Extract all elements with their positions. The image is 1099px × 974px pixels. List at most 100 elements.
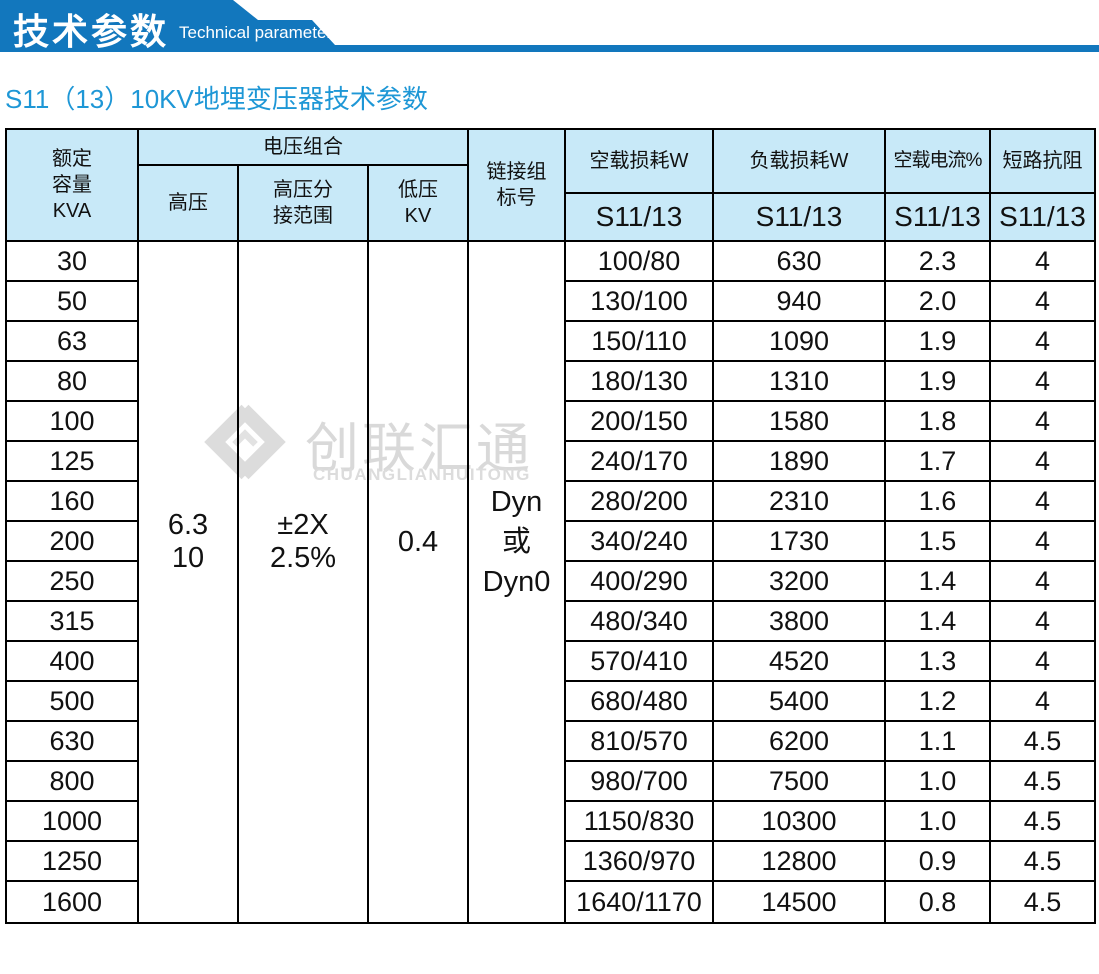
merged-cell-vector-value: Dyn 或 Dyn0 xyxy=(469,242,566,922)
header-impedance: 短路抗阻 xyxy=(991,130,1094,194)
cell-no-load-loss: 1640/1170 xyxy=(566,882,714,922)
cell-no-load-current: 1.4 xyxy=(886,562,991,602)
cell-no-load-loss: 180/130 xyxy=(566,362,714,402)
cell-load-loss: 1730 xyxy=(714,522,886,562)
cell-no-load-current: 2.0 xyxy=(886,282,991,322)
cell-load-loss: 7500 xyxy=(714,762,886,802)
merged-cell-lv-value: 0.4 xyxy=(369,242,469,922)
cell-impedance: 4 xyxy=(991,682,1094,722)
header-banner: 技术参数 Technical parameter xyxy=(0,0,1099,52)
cell-impedance: 4.5 xyxy=(991,842,1094,882)
header-no-load-loss: 空载损耗W xyxy=(566,130,714,194)
merged-line: ±2X xyxy=(277,509,329,541)
merged-cell-tap-range-value: ±2X 2.5% xyxy=(239,242,369,922)
merged-line: 6.3 xyxy=(167,509,209,541)
cell-no-load-current: 1.8 xyxy=(886,402,991,442)
cell-no-load-current: 2.3 xyxy=(886,242,991,282)
header-line: KV xyxy=(404,205,432,227)
cell-load-loss: 1890 xyxy=(714,442,886,482)
cell-rated-capacity: 250 xyxy=(7,562,139,602)
cell-impedance: 4 xyxy=(991,642,1094,682)
cell-no-load-loss: 1360/970 xyxy=(566,842,714,882)
banner-title: 技术参数 xyxy=(13,11,170,52)
cell-load-loss: 3800 xyxy=(714,602,886,642)
cell-load-loss: 2310 xyxy=(714,482,886,522)
cell-impedance: 4.5 xyxy=(991,722,1094,762)
cell-no-load-loss: 200/150 xyxy=(566,402,714,442)
cell-impedance: 4 xyxy=(991,562,1094,602)
cell-rated-capacity: 125 xyxy=(7,442,139,482)
cell-load-loss: 1310 xyxy=(714,362,886,402)
cell-no-load-current: 1.5 xyxy=(886,522,991,562)
subheader-s11-13: S11/13 xyxy=(714,194,886,242)
cell-rated-capacity: 800 xyxy=(7,762,139,802)
header-line: KVA xyxy=(52,200,92,222)
cell-impedance: 4 xyxy=(991,482,1094,522)
cell-no-load-current: 1.2 xyxy=(886,682,991,722)
cell-rated-capacity: 630 xyxy=(7,722,139,762)
cell-impedance: 4.5 xyxy=(991,802,1094,842)
cell-no-load-current: 1.9 xyxy=(886,322,991,362)
cell-rated-capacity: 160 xyxy=(7,482,139,522)
cell-rated-capacity: 80 xyxy=(7,362,139,402)
cell-load-loss: 6200 xyxy=(714,722,886,762)
cell-no-load-loss: 980/700 xyxy=(566,762,714,802)
cell-rated-capacity: 63 xyxy=(7,322,139,362)
cell-no-load-loss: 1150/830 xyxy=(566,802,714,842)
cell-rated-capacity: 1600 xyxy=(7,882,139,922)
merged-line: Dyn xyxy=(490,485,543,518)
cell-load-loss: 1090 xyxy=(714,322,886,362)
cell-no-load-loss: 100/80 xyxy=(566,242,714,282)
cell-load-loss: 940 xyxy=(714,282,886,322)
subheader-s11-13: S11/13 xyxy=(566,194,714,242)
cell-impedance: 4 xyxy=(991,322,1094,362)
cell-impedance: 4 xyxy=(991,442,1094,482)
cell-no-load-current: 1.1 xyxy=(886,722,991,762)
merged-line: Dyn0 xyxy=(482,565,551,598)
cell-rated-capacity: 315 xyxy=(7,602,139,642)
cell-impedance: 4 xyxy=(991,282,1094,322)
header-lv: 低压 KV xyxy=(369,166,469,242)
cell-load-loss: 12800 xyxy=(714,842,886,882)
header-load-loss: 负载损耗W xyxy=(714,130,886,194)
cell-no-load-current: 0.8 xyxy=(886,882,991,922)
cell-no-load-loss: 130/100 xyxy=(566,282,714,322)
merged-cell-hv-value: 6.3 10 xyxy=(139,242,239,922)
header-line: 链接组 xyxy=(486,161,547,183)
header-line: 高压分 xyxy=(273,179,333,201)
header-hv-tap-range: 高压分 接范围 xyxy=(239,166,369,242)
cell-rated-capacity: 1250 xyxy=(7,842,139,882)
cell-load-loss: 10300 xyxy=(714,802,886,842)
subheader-s11-13: S11/13 xyxy=(991,194,1094,242)
cell-load-loss: 3200 xyxy=(714,562,886,602)
cell-impedance: 4.5 xyxy=(1023,886,1062,917)
parameters-table: 创联汇通 CHUANGLIANHUITONG 额定 容量 KVA 电压组合 高压… xyxy=(5,128,1096,924)
cell-impedance: 4 xyxy=(991,522,1094,562)
cell-impedance: 4 xyxy=(991,402,1094,442)
cell-no-load-loss: 340/240 xyxy=(566,522,714,562)
header-rated-capacity: 额定 容量 KVA xyxy=(7,130,139,242)
table-grid: 额定 容量 KVA 电压组合 高压 高压分 接范围 低压 KV 链接组 标号 xyxy=(5,128,1096,924)
cell-rated-capacity: 100 xyxy=(7,402,139,442)
cell-rated-capacity: 50 xyxy=(7,282,139,322)
cell-no-load-current: 1.3 xyxy=(886,642,991,682)
cell-load-loss: 5400 xyxy=(714,682,886,722)
cell-no-load-loss: 680/480 xyxy=(566,682,714,722)
merged-line: 10 xyxy=(171,542,205,574)
header-line: 额定 xyxy=(52,148,92,170)
header-voltage-group: 电压组合 xyxy=(139,130,469,166)
cell-no-load-current: 1.0 xyxy=(886,762,991,802)
cell-load-loss: 1580 xyxy=(714,402,886,442)
cell-rated-capacity: 1000 xyxy=(7,802,139,842)
cell-no-load-loss: 480/340 xyxy=(566,602,714,642)
cell-impedance: 4 xyxy=(991,362,1094,402)
header-line: 标号 xyxy=(496,187,537,209)
merged-line: 或 xyxy=(501,525,531,558)
banner-subtitle: Technical parameter xyxy=(179,23,333,42)
merged-line: 2.5% xyxy=(269,542,337,574)
cell-load-loss: 630 xyxy=(714,242,886,282)
cell-impedance: 4 xyxy=(991,602,1094,642)
header-line: 低压 xyxy=(398,179,438,201)
cell-no-load-current: 1.6 xyxy=(886,482,991,522)
header-line: 接范围 xyxy=(273,205,333,227)
